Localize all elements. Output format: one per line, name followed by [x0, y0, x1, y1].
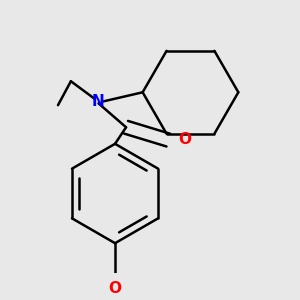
Text: N: N: [92, 94, 105, 109]
Text: O: O: [179, 132, 192, 147]
Text: O: O: [109, 281, 122, 296]
